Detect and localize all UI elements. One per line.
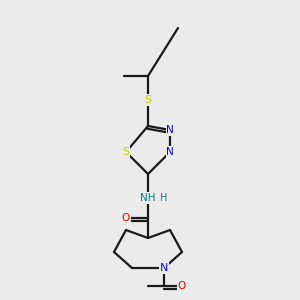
Text: O: O [122, 213, 130, 223]
Text: O: O [178, 281, 186, 291]
Text: S: S [122, 147, 130, 157]
Text: H: H [160, 193, 167, 203]
Text: S: S [144, 95, 152, 105]
Text: N: N [160, 263, 168, 273]
Text: N: N [166, 125, 174, 135]
Text: NH: NH [140, 193, 156, 203]
Text: N: N [166, 147, 174, 157]
